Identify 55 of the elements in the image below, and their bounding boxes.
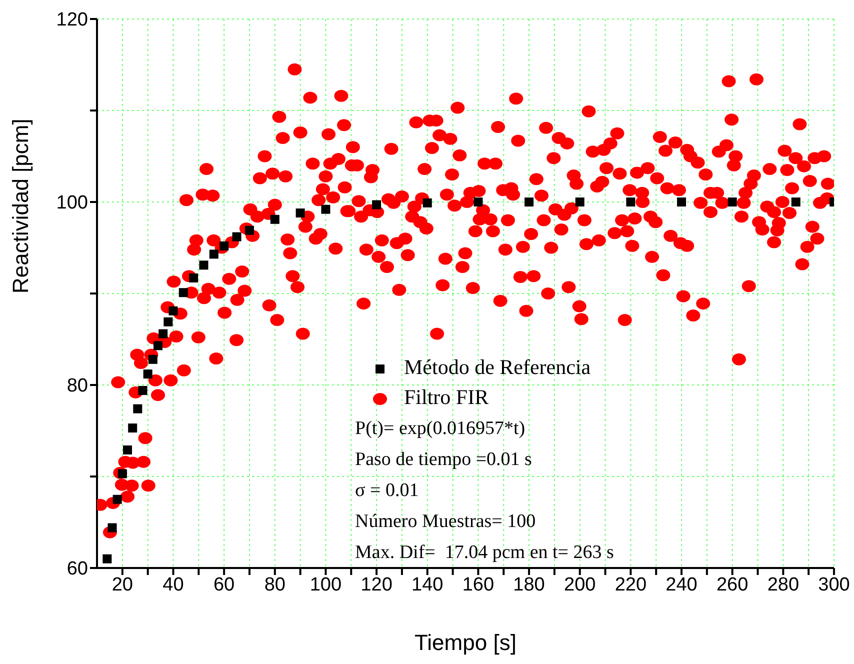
point <box>143 370 152 379</box>
x-tick-label: 220 <box>614 574 647 596</box>
point <box>153 341 162 350</box>
y-tick-label: 80 <box>66 376 88 397</box>
x-tick-label: 260 <box>716 574 748 596</box>
point <box>102 554 112 564</box>
x-tick-label: 300 <box>818 574 850 596</box>
annotation: P(t)= exp(0.016957*t) <box>355 417 526 441</box>
y-tick-label: 60 <box>66 558 88 580</box>
point <box>321 204 330 214</box>
x-tick-label: 240 <box>666 574 698 596</box>
x-tick-label: 40 <box>162 574 184 596</box>
point <box>189 273 198 282</box>
x-tick-label: 120 <box>360 574 392 596</box>
annotation: Número Muestras= 100 <box>355 510 537 534</box>
x-tick-label: 140 <box>412 574 444 596</box>
point <box>575 198 584 206</box>
point <box>677 198 686 206</box>
annotation: Max. Dif= 17.04 pcm en t= 263 s <box>355 541 614 565</box>
point <box>791 198 800 206</box>
point <box>296 208 305 218</box>
point <box>209 250 218 259</box>
point <box>728 198 737 206</box>
point <box>164 317 173 326</box>
y-tick-label: 100 <box>56 192 88 214</box>
point <box>232 232 242 242</box>
point <box>138 386 148 395</box>
annotation: Paso de tiempo =0.01 s <box>355 448 533 472</box>
legend-label: Método de Referencia <box>404 355 591 379</box>
y-tick-label: 120 <box>56 10 88 31</box>
x-tick-label: 100 <box>310 574 342 596</box>
x-axis-title: Tiempo [s] <box>414 630 516 655</box>
x-tick-label: 280 <box>767 574 800 596</box>
point <box>524 198 534 206</box>
point <box>270 214 280 224</box>
x-tick-label: 80 <box>264 574 286 596</box>
point <box>128 424 138 433</box>
annotation: σ = 0.01 <box>355 479 420 503</box>
legend-label: Filtro FIR <box>404 385 489 409</box>
y-axis-title: Reactividad [pcm] <box>8 118 33 294</box>
point <box>178 288 188 298</box>
x-tick-label: 160 <box>462 574 494 596</box>
point <box>422 198 432 208</box>
point <box>133 404 142 414</box>
point <box>158 329 168 338</box>
point <box>122 445 132 454</box>
point <box>626 198 636 206</box>
point <box>168 306 178 316</box>
x-tick-label: 60 <box>214 574 235 596</box>
point <box>372 200 382 210</box>
x-tick-label: 20 <box>112 574 133 596</box>
x-tick-label: 180 <box>513 574 545 596</box>
x-tick-label: 200 <box>564 574 596 596</box>
point <box>199 260 208 270</box>
point <box>474 198 483 206</box>
